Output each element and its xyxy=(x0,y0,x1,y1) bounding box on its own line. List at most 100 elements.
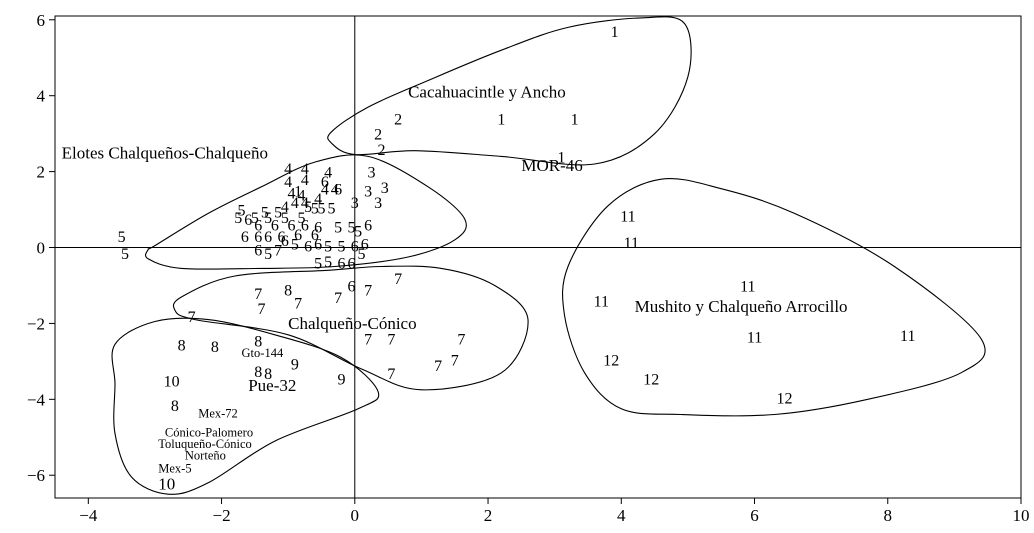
data-point: 1 xyxy=(571,111,579,128)
data-point: 5 xyxy=(264,246,272,263)
x-tick-label: 6 xyxy=(750,506,759,525)
data-point: 7 xyxy=(451,352,459,369)
data-point: 5 xyxy=(234,210,242,227)
x-tick-label: 10 xyxy=(1013,506,1030,525)
data-point: 4 xyxy=(297,187,305,204)
named-point: Cónico-Palomero xyxy=(165,426,253,440)
y-tick-label: −6 xyxy=(27,466,45,485)
data-point: 5 xyxy=(274,204,282,221)
data-point: 12 xyxy=(776,390,792,407)
data-point: 6 xyxy=(347,278,355,295)
data-point: 7 xyxy=(364,282,372,299)
data-point: 5 xyxy=(324,254,332,271)
data-point: 6 xyxy=(351,239,359,256)
x-tick-label: −4 xyxy=(79,506,98,525)
data-point: 5 xyxy=(291,237,299,254)
data-point: 11 xyxy=(594,294,609,311)
group-label: Elotes Chalqueños-Chalqueño xyxy=(62,143,268,162)
data-point: 3 xyxy=(381,180,389,197)
y-tick-label: 0 xyxy=(37,239,46,258)
data-point: 6 xyxy=(361,237,369,254)
data-point: 5 xyxy=(337,239,345,256)
group-labels: Cacahuacintle y Ancho Elotes Chalqueños-C… xyxy=(62,83,848,334)
data-point: 6 xyxy=(281,233,289,250)
data-point: 1 xyxy=(557,149,565,166)
named-point: MOR-46 xyxy=(521,156,582,175)
x-tick-label: −2 xyxy=(213,506,231,525)
data-point: 4 xyxy=(331,182,339,199)
data-point: 12 xyxy=(603,352,619,369)
data-point: 5 xyxy=(327,201,335,218)
y-tick-label: −4 xyxy=(27,390,46,409)
x-tick-label: 0 xyxy=(351,506,360,525)
data-point: 5 xyxy=(347,220,355,237)
group-outline xyxy=(111,317,380,495)
data-point: 3 xyxy=(367,165,375,182)
named-point: Mex-5 xyxy=(158,462,191,476)
data-point: 11 xyxy=(624,235,639,252)
data-point: 5 xyxy=(317,201,325,218)
data-point: 5 xyxy=(118,229,126,246)
data-point: 7 xyxy=(188,309,196,326)
data-point: 7 xyxy=(457,332,465,349)
data-point: 6 xyxy=(311,227,319,244)
data-point: 5 xyxy=(354,223,362,240)
y-tick-label: −2 xyxy=(27,314,45,333)
data-point: 6 xyxy=(254,218,262,235)
data-point: 5 xyxy=(304,199,312,216)
data-point: 5 xyxy=(281,210,289,227)
data-point: 11 xyxy=(747,330,762,347)
data-point: 6 xyxy=(304,239,312,256)
data-point: 5 xyxy=(121,246,129,263)
data-point: 8 xyxy=(178,337,186,354)
data-point: 5 xyxy=(357,246,365,263)
group-outline xyxy=(172,265,529,391)
x-tick-label: 2 xyxy=(484,506,493,525)
data-point: 6 xyxy=(334,182,342,199)
data-point: 8 xyxy=(254,364,262,381)
data-point: 6 xyxy=(254,229,262,246)
group-label: Cacahuacintle y Ancho xyxy=(408,83,566,102)
data-point: 1 xyxy=(294,184,302,201)
data-point: 1 xyxy=(611,24,619,41)
data-point: 6 xyxy=(364,218,372,235)
group-label: Mushito y Chalqueño Arrocillo xyxy=(635,297,848,316)
data-point: 5 xyxy=(261,204,269,221)
data-point: 6 xyxy=(241,229,249,246)
data-point: 11 xyxy=(620,208,635,225)
data-point: 2 xyxy=(377,142,385,159)
x-tick-label: 4 xyxy=(617,506,626,525)
named-point: 10 xyxy=(158,475,175,494)
data-point: 11 xyxy=(900,328,915,345)
data-point: 7 xyxy=(434,358,442,375)
data-point: 7 xyxy=(294,296,302,313)
named-point: Pue-32 xyxy=(248,376,296,395)
named-point: Toluqueño-Cónico xyxy=(158,437,252,451)
data-point: 2 xyxy=(374,127,382,144)
x-tick-label: 8 xyxy=(884,506,893,525)
named-point: Gto-144 xyxy=(242,346,284,360)
data-point: 4 xyxy=(324,165,332,182)
data-point: 6 xyxy=(337,256,345,273)
data-point: 6 xyxy=(347,256,355,273)
data-point: 5 xyxy=(251,210,259,227)
named-points: Gto-144 Pue-32 MOR-46 Mex-72 Cónico-Palomero… xyxy=(158,156,582,494)
data-point: 6 xyxy=(278,229,286,246)
data-point: 5 xyxy=(324,239,332,256)
data-point: 11 xyxy=(740,278,755,295)
data-point: 5 xyxy=(238,203,246,220)
data-point: 6 xyxy=(294,227,302,244)
data-point: 6 xyxy=(271,218,279,235)
group-outline xyxy=(327,16,692,166)
data-point: 8 xyxy=(284,282,292,299)
data-point: 4 xyxy=(301,172,309,189)
data-point: 6 xyxy=(314,237,322,254)
data-point: 12 xyxy=(643,371,659,388)
data-point: 7 xyxy=(254,286,262,303)
data-point: 3 xyxy=(364,184,372,201)
data-point: 8 xyxy=(264,366,272,383)
data-point: 7 xyxy=(364,332,372,349)
